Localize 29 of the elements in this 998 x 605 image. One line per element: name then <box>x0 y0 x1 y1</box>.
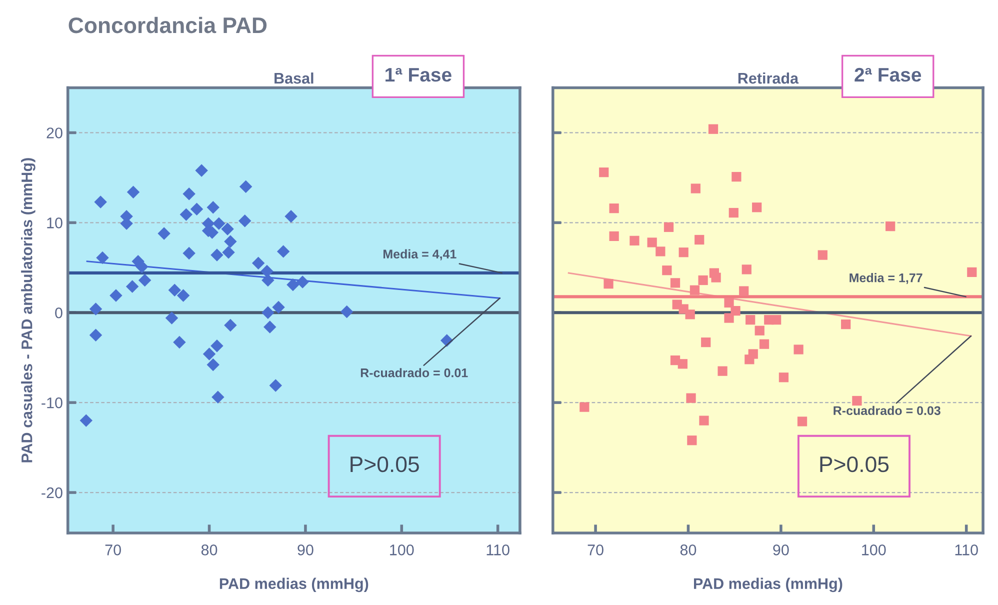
y-axis-title: PAD casuales - PAD ambulatorias (mmHg) <box>21 158 36 462</box>
x-axis-title: PAD medias (mmHg) <box>220 578 368 592</box>
x-axis-title: PAD medias (mmHg) <box>694 578 842 592</box>
x-tick-label: 70 <box>105 544 121 556</box>
x-tick-label: 110 <box>486 544 510 556</box>
x-tick-label: 70 <box>588 544 604 556</box>
y-tick-label: -20 <box>42 487 62 498</box>
chart-title: Basal <box>274 72 314 84</box>
ref-line-label: Media = 4,41 <box>384 249 456 260</box>
annotation: P>0.05 <box>350 456 419 472</box>
ref-line-label: Media = 1,77 <box>850 273 922 284</box>
chart-subtitle: 2ª Fase <box>854 68 922 82</box>
x-tick-label: 80 <box>201 544 218 556</box>
text: Concordancia PAD <box>68 16 267 34</box>
y-tick-label: -10 <box>42 397 62 408</box>
annotation: R-cuadrado = 0.03 <box>834 406 940 416</box>
x-tick-label: 90 <box>298 544 314 556</box>
y-tick-label: 0 <box>55 307 62 318</box>
annotation: R-cuadrado = 0.01 <box>360 368 468 378</box>
x-tick-label: 100 <box>390 544 414 556</box>
annotation: P>0.05 <box>820 456 889 472</box>
x-tick-label: 110 <box>955 544 978 556</box>
x-tick-label: 100 <box>862 544 886 556</box>
chart-title: Retirada <box>738 72 799 84</box>
chart-subtitle: 1ª Fase <box>386 68 452 82</box>
x-tick-label: 80 <box>680 544 696 556</box>
y-tick-label: 10 <box>47 218 62 228</box>
x-tick-label: 90 <box>773 544 789 556</box>
y-tick-label: 20 <box>46 128 62 138</box>
